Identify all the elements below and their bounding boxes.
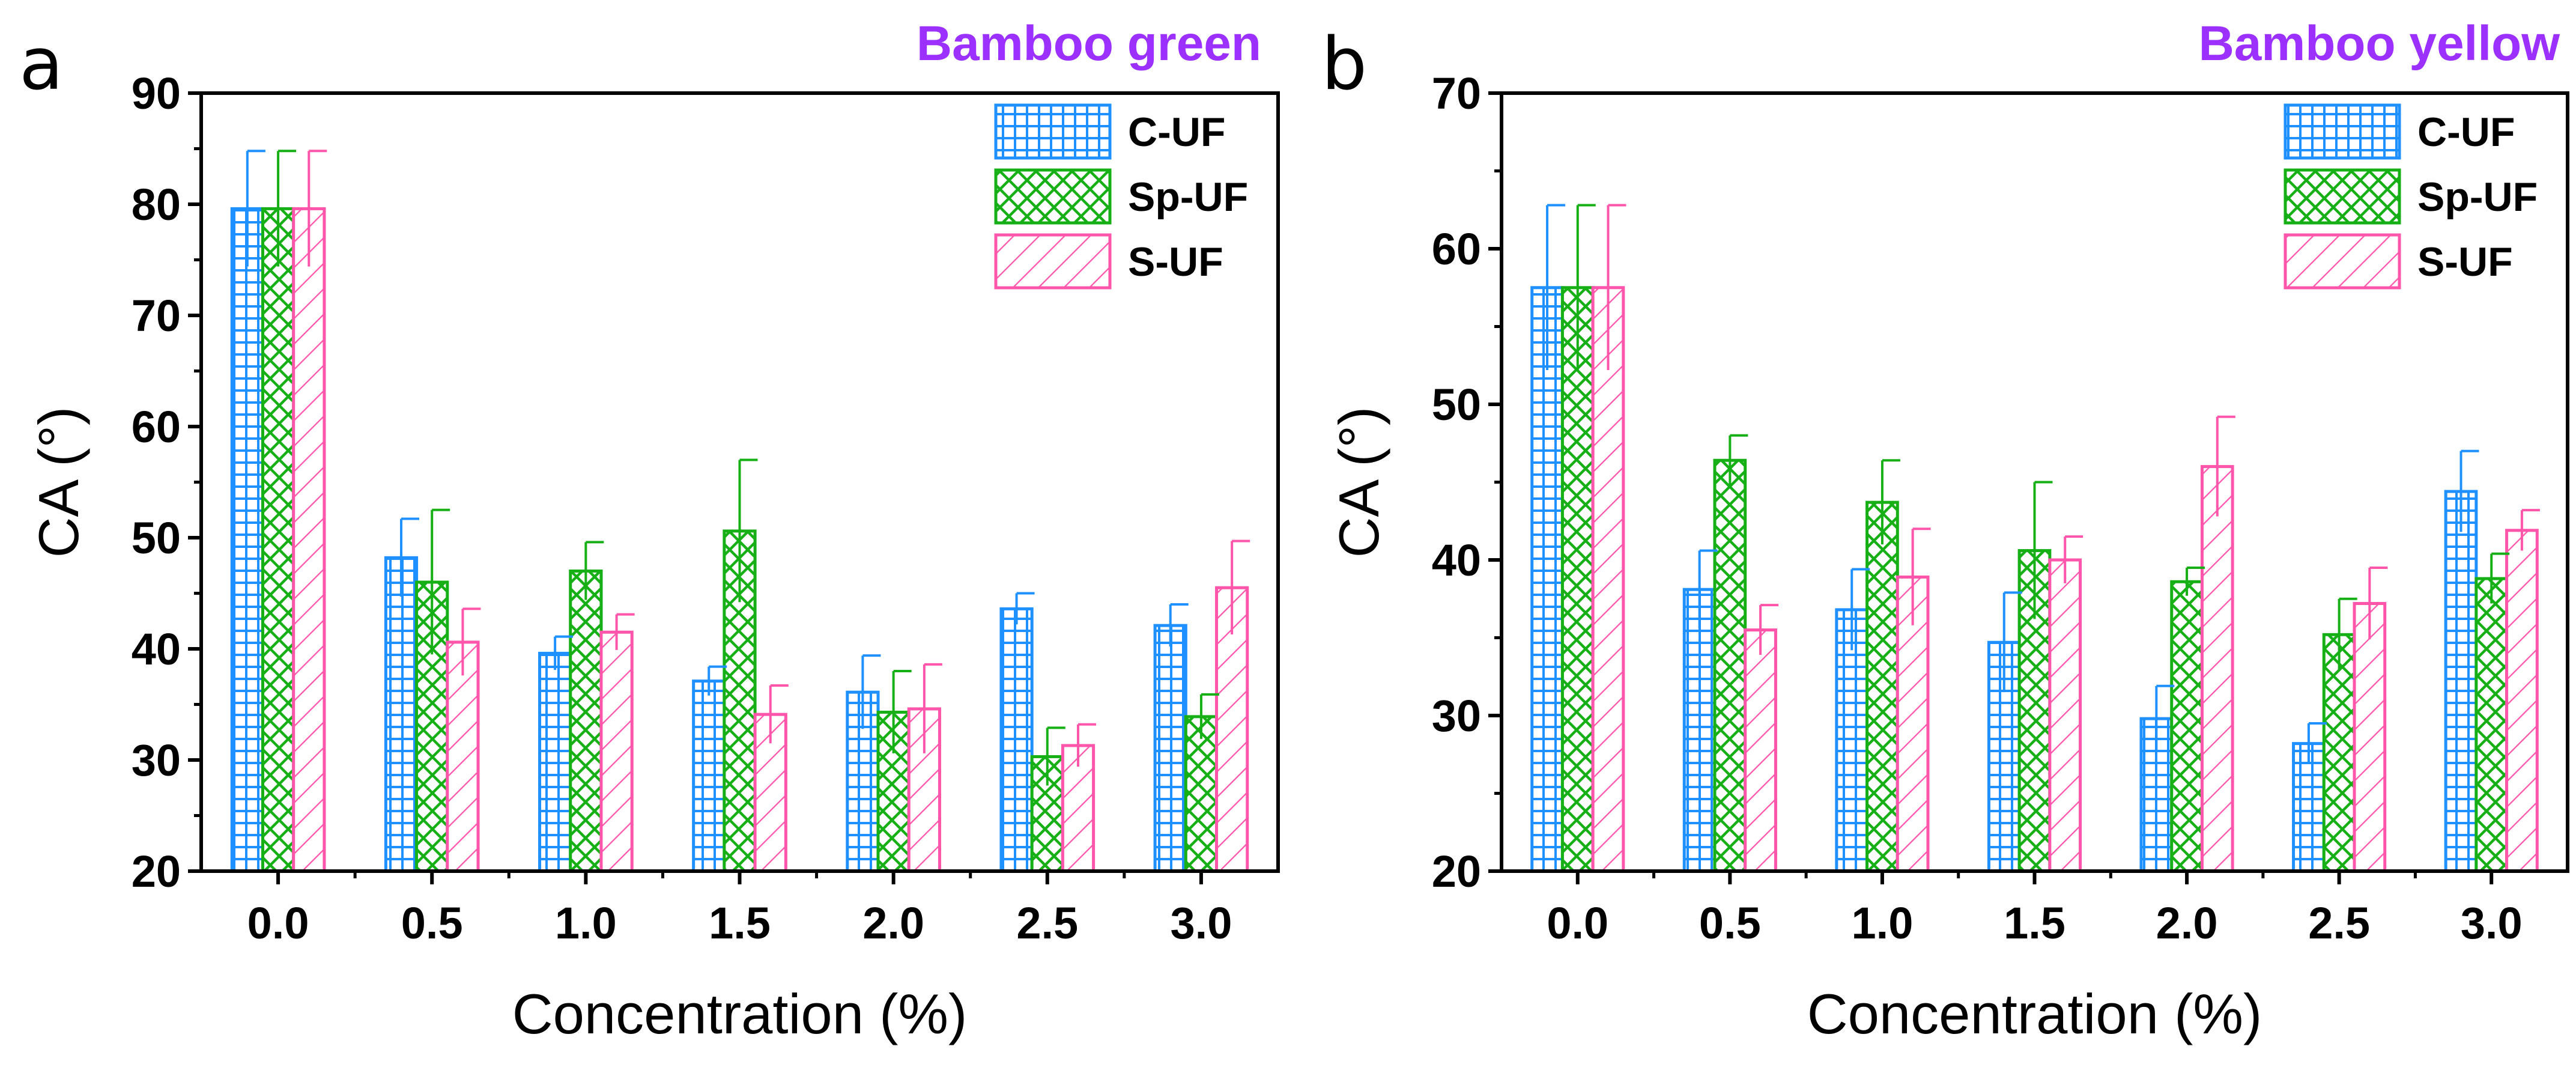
legend-swatch-sp-uf — [994, 168, 1112, 225]
x-tick-label: 3.0 — [1170, 898, 1232, 948]
legend-label: S-UF — [1128, 239, 1223, 285]
bar-s-uf-0.5 — [446, 640, 480, 873]
bar-c-uf-0.5 — [384, 556, 419, 873]
legend-label: S-UF — [2417, 239, 2513, 285]
bar-s-uf-2.5 — [2353, 602, 2387, 873]
bar-sp-uf-0.0 — [1560, 286, 1595, 873]
y-tick-label: 60 — [1432, 224, 1481, 274]
y-axis-title: CA (°) — [1327, 407, 1390, 558]
legend-swatch-sp-uf — [2284, 168, 2401, 225]
bar-s-uf-3.0 — [2505, 529, 2539, 873]
x-tick-label: 0.0 — [1547, 898, 1608, 948]
y-tick-label: 60 — [132, 402, 181, 452]
bar-c-uf-0.0 — [230, 207, 264, 873]
panel-label: a — [19, 23, 64, 106]
y-tick-label: 70 — [1432, 68, 1481, 118]
bar-c-uf-2.5 — [999, 607, 1034, 873]
y-tick-label: 50 — [132, 513, 181, 563]
bar-sp-uf-3.0 — [1184, 715, 1219, 873]
bar-c-uf-3.0 — [1153, 624, 1187, 873]
x-tick-label: 2.0 — [2156, 898, 2218, 948]
x-tick-label: 0.5 — [1699, 898, 1761, 948]
y-axis: 20 30 40 50 60 70 — [1432, 68, 1502, 896]
x-tick-label: 3.0 — [2461, 898, 2523, 948]
chart-title: Bamboo yellow — [2199, 16, 2560, 71]
x-tick-label: 2.5 — [1016, 898, 1078, 948]
x-tick-label: 2.5 — [2308, 898, 2370, 948]
legend-swatch-s-uf — [2284, 233, 2401, 290]
bar-c-uf-0.5 — [1682, 588, 1717, 873]
bar-sp-uf-1.0 — [1865, 500, 1899, 873]
bar-s-uf-1.0 — [599, 630, 634, 873]
bar-sp-uf-3.0 — [2474, 577, 2509, 873]
y-tick-label: 40 — [132, 624, 181, 674]
x-tick-label: 1.5 — [2004, 898, 2065, 948]
y-tick-label: 30 — [1432, 691, 1481, 741]
chart-panel-b: b Bamboo yellow C-UF Sp-UF S-UF 20 30 40 50 60… — [1321, 16, 2569, 1045]
x-tick-label: 2.0 — [862, 898, 924, 948]
legend: C-UF Sp-UF S-UF — [2284, 103, 2538, 290]
bar-c-uf-1.0 — [538, 651, 572, 873]
y-tick-label: 80 — [132, 180, 181, 230]
x-tick-label: 1.5 — [709, 898, 771, 948]
y-tick-label: 30 — [132, 735, 181, 785]
x-tick-label: 0.5 — [401, 898, 463, 948]
errorbar-layer — [1546, 204, 2540, 764]
y-tick-label: 20 — [132, 847, 181, 896]
chart-panel-a: a Bamboo green C-UF Sp-UF S-UF 20 30 40 50 60 7… — [19, 16, 1280, 1045]
y-axis: 20 30 40 50 60 70 80 90 — [132, 68, 201, 896]
bar-s-uf-0.0 — [292, 207, 326, 873]
legend-swatch-c-uf — [994, 103, 1112, 160]
bar-c-uf-3.0 — [2444, 490, 2478, 873]
legend-label: C-UF — [2417, 109, 2515, 155]
panel-label: b — [1321, 23, 1367, 106]
y-tick-label: 90 — [132, 68, 181, 118]
x-axis: 0.0 0.5 1.0 1.5 2.0 2.5 3.0 — [247, 871, 1232, 948]
errorbar-layer — [246, 150, 1250, 786]
chart-title: Bamboo green — [917, 16, 1261, 71]
bar-s-uf-1.5 — [2048, 558, 2082, 873]
legend-label: Sp-UF — [2417, 174, 2538, 220]
y-tick-label: 70 — [132, 291, 181, 341]
bar-s-uf-0.0 — [1591, 286, 1625, 873]
legend-swatch-c-uf — [2284, 103, 2401, 160]
x-axis: 0.0 0.5 1.0 1.5 2.0 2.5 3.0 — [1547, 871, 2523, 948]
bar-sp-uf-0.0 — [261, 207, 295, 873]
x-tick-label: 1.0 — [1851, 898, 1913, 948]
y-tick-label: 50 — [1432, 380, 1481, 430]
x-tick-label: 0.0 — [247, 898, 309, 948]
legend: C-UF Sp-UF S-UF — [994, 103, 1248, 290]
legend-label: C-UF — [1128, 109, 1225, 155]
y-tick-label: 20 — [1432, 847, 1481, 896]
bar-sp-uf-1.0 — [569, 570, 603, 873]
bar-sp-uf-2.0 — [2170, 580, 2204, 873]
y-tick-label: 40 — [1432, 535, 1481, 585]
x-axis-title: Concentration (%) — [512, 982, 968, 1045]
bar-c-uf-0.0 — [1530, 286, 1564, 873]
bar-s-uf-0.5 — [1744, 628, 1777, 873]
bar-s-uf-2.0 — [2200, 465, 2234, 873]
x-tick-label: 1.0 — [555, 898, 617, 948]
y-axis-title: CA (°) — [27, 407, 90, 558]
x-axis-title: Concentration (%) — [1807, 982, 2262, 1045]
legend-swatch-s-uf — [994, 233, 1112, 290]
bar-sp-uf-0.5 — [1713, 458, 1747, 873]
legend-label: Sp-UF — [1128, 174, 1248, 220]
bar-c-uf-1.5 — [692, 679, 726, 873]
